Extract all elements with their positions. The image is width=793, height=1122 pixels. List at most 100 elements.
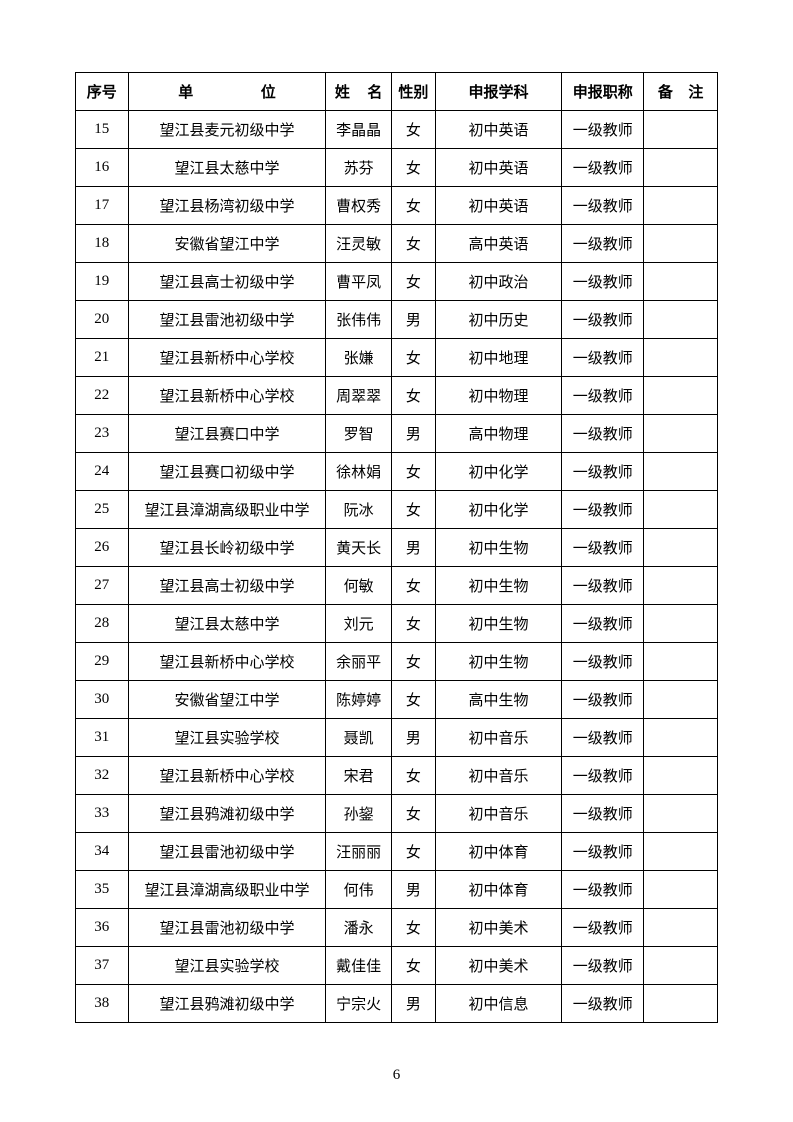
cell-subject: 高中物理 — [435, 415, 561, 453]
cell-subject: 高中生物 — [435, 681, 561, 719]
header-note: 备 注 — [644, 73, 718, 111]
cell-subject: 初中化学 — [435, 453, 561, 491]
cell-unit: 安徽省望江中学 — [128, 681, 326, 719]
cell-gender: 女 — [391, 757, 435, 795]
cell-seq: 37 — [76, 947, 129, 985]
cell-seq: 18 — [76, 225, 129, 263]
cell-name: 李晶晶 — [326, 111, 391, 149]
cell-name: 潘永 — [326, 909, 391, 947]
cell-note — [644, 491, 718, 529]
cell-note — [644, 947, 718, 985]
cell-unit: 望江县鸦滩初级中学 — [128, 795, 326, 833]
cell-gender: 女 — [391, 339, 435, 377]
cell-unit: 望江县鸦滩初级中学 — [128, 985, 326, 1023]
header-seq: 序号 — [76, 73, 129, 111]
table-row: 38望江县鸦滩初级中学宁宗火男初中信息一级教师 — [76, 985, 718, 1023]
cell-name: 孙鋆 — [326, 795, 391, 833]
table-row: 27望江县高士初级中学何敏女初中生物一级教师 — [76, 567, 718, 605]
cell-name: 陈婷婷 — [326, 681, 391, 719]
cell-unit: 望江县赛口初级中学 — [128, 453, 326, 491]
cell-name: 戴佳佳 — [326, 947, 391, 985]
cell-subject: 初中音乐 — [435, 757, 561, 795]
table-row: 24望江县赛口初级中学徐林娟女初中化学一级教师 — [76, 453, 718, 491]
cell-name: 余丽平 — [326, 643, 391, 681]
cell-note — [644, 643, 718, 681]
cell-title: 一级教师 — [562, 301, 644, 339]
cell-subject: 初中生物 — [435, 643, 561, 681]
table-row: 16望江县太慈中学苏芬女初中英语一级教师 — [76, 149, 718, 187]
header-row: 序号 单 位 姓 名 性别 申报学科 申报职称 备 注 — [76, 73, 718, 111]
cell-title: 一级教师 — [562, 453, 644, 491]
table-row: 18安徽省望江中学汪灵敏女高中英语一级教师 — [76, 225, 718, 263]
cell-title: 一级教师 — [562, 225, 644, 263]
cell-title: 一级教师 — [562, 795, 644, 833]
cell-title: 一级教师 — [562, 719, 644, 757]
cell-gender: 女 — [391, 111, 435, 149]
cell-name: 周翠翠 — [326, 377, 391, 415]
table-row: 26望江县长岭初级中学黄天长男初中生物一级教师 — [76, 529, 718, 567]
page-number: 6 — [0, 1067, 793, 1084]
table-row: 22望江县新桥中心学校周翠翠女初中物理一级教师 — [76, 377, 718, 415]
cell-seq: 22 — [76, 377, 129, 415]
cell-unit: 望江县漳湖高级职业中学 — [128, 871, 326, 909]
cell-subject: 初中化学 — [435, 491, 561, 529]
cell-unit: 望江县新桥中心学校 — [128, 377, 326, 415]
cell-subject: 初中生物 — [435, 567, 561, 605]
table-body: 15望江县麦元初级中学李晶晶女初中英语一级教师16望江县太慈中学苏芬女初中英语一… — [76, 111, 718, 1023]
cell-subject: 初中地理 — [435, 339, 561, 377]
cell-title: 一级教师 — [562, 529, 644, 567]
cell-name: 曹权秀 — [326, 187, 391, 225]
cell-unit: 望江县雷池初级中学 — [128, 909, 326, 947]
cell-note — [644, 111, 718, 149]
cell-gender: 女 — [391, 643, 435, 681]
cell-gender: 女 — [391, 909, 435, 947]
cell-seq: 29 — [76, 643, 129, 681]
cell-subject: 初中体育 — [435, 833, 561, 871]
cell-note — [644, 415, 718, 453]
cell-name: 宋君 — [326, 757, 391, 795]
cell-subject: 初中生物 — [435, 529, 561, 567]
header-name: 姓 名 — [326, 73, 391, 111]
table-row: 17望江县杨湾初级中学曹权秀女初中英语一级教师 — [76, 187, 718, 225]
cell-title: 一级教师 — [562, 415, 644, 453]
table-row: 37望江县实验学校戴佳佳女初中美术一级教师 — [76, 947, 718, 985]
cell-unit: 望江县实验学校 — [128, 947, 326, 985]
cell-unit: 望江县麦元初级中学 — [128, 111, 326, 149]
cell-unit: 安徽省望江中学 — [128, 225, 326, 263]
cell-unit: 望江县太慈中学 — [128, 605, 326, 643]
cell-gender: 女 — [391, 947, 435, 985]
cell-title: 一级教师 — [562, 871, 644, 909]
cell-seq: 28 — [76, 605, 129, 643]
cell-name: 聂凯 — [326, 719, 391, 757]
header-gender: 性别 — [391, 73, 435, 111]
table-row: 23望江县赛口中学罗智男高中物理一级教师 — [76, 415, 718, 453]
cell-title: 一级教师 — [562, 909, 644, 947]
cell-name: 曹平凤 — [326, 263, 391, 301]
cell-subject: 初中历史 — [435, 301, 561, 339]
header-note-right: 注 — [688, 81, 703, 102]
cell-name: 罗智 — [326, 415, 391, 453]
cell-seq: 17 — [76, 187, 129, 225]
cell-title: 一级教师 — [562, 681, 644, 719]
cell-gender: 女 — [391, 149, 435, 187]
cell-gender: 女 — [391, 453, 435, 491]
cell-unit: 望江县新桥中心学校 — [128, 757, 326, 795]
cell-unit: 望江县长岭初级中学 — [128, 529, 326, 567]
cell-gender: 女 — [391, 567, 435, 605]
cell-title: 一级教师 — [562, 187, 644, 225]
cell-note — [644, 681, 718, 719]
cell-note — [644, 871, 718, 909]
cell-unit: 望江县新桥中心学校 — [128, 339, 326, 377]
cell-name: 阮冰 — [326, 491, 391, 529]
cell-seq: 24 — [76, 453, 129, 491]
cell-gender: 女 — [391, 681, 435, 719]
cell-name: 宁宗火 — [326, 985, 391, 1023]
header-title: 申报职称 — [562, 73, 644, 111]
cell-gender: 女 — [391, 491, 435, 529]
cell-seq: 25 — [76, 491, 129, 529]
cell-seq: 30 — [76, 681, 129, 719]
cell-subject: 初中政治 — [435, 263, 561, 301]
cell-name: 徐林娟 — [326, 453, 391, 491]
cell-subject: 初中体育 — [435, 871, 561, 909]
header-name-left: 姓 — [335, 81, 350, 102]
